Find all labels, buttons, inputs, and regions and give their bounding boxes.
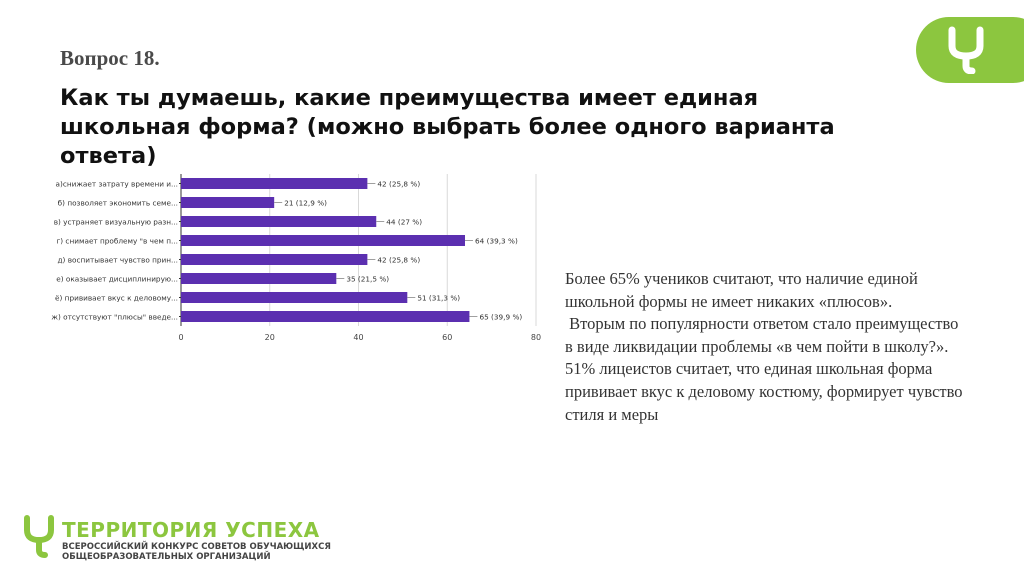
data-label: 64 (39,3 %) <box>475 237 518 246</box>
bar <box>181 235 465 246</box>
x-tick-label: 20 <box>265 333 275 342</box>
category-label: в) устраняет визуальную разн... <box>54 218 178 227</box>
summary-text: Более 65% учеников считают, что наличие … <box>565 268 965 426</box>
bar <box>181 178 368 189</box>
footer-subtitle-line-2: ОБЩЕОБРАЗОВАТЕЛЬНЫХ ОРГАНИЗАЦИЙ <box>62 552 271 562</box>
x-tick-label: 80 <box>531 333 541 342</box>
x-tick-label: 0 <box>178 333 183 342</box>
bar <box>181 216 377 227</box>
data-label: 51 (31,3 %) <box>417 294 460 303</box>
summary-paragraph-3: 51% лицеистов считает, что единая школьн… <box>565 359 967 424</box>
category-label: ё) прививает вкус к деловому... <box>55 294 178 303</box>
bar <box>181 273 337 284</box>
u-logo-icon <box>24 515 54 558</box>
question-title: Как ты думаешь, какие преимущества имеет… <box>60 85 835 169</box>
bar-chart: 0 20 40 60 80 а)снижает затрату времени и... 4… <box>51 174 541 342</box>
summary-paragraph-1: Более 65% учеников считают, что наличие … <box>565 269 922 311</box>
bar <box>181 254 368 265</box>
data-label: 42 (25,8 %) <box>377 180 420 189</box>
data-label: 35 (21,5 %) <box>346 275 389 284</box>
logo-badge <box>916 17 1024 83</box>
category-label: ж) отсутствуют "плюсы" введе... <box>51 313 178 322</box>
category-label: е) оказывает дисциплинирую... <box>56 275 178 284</box>
x-tick-label: 60 <box>442 333 452 342</box>
u-logo-icon <box>948 26 984 74</box>
data-label: 65 (39,9 %) <box>479 313 522 322</box>
category-label: д) воспитывает чувство прин... <box>58 256 179 265</box>
data-label: 42 (25,8 %) <box>377 256 420 265</box>
bar <box>181 197 275 208</box>
data-label: 21 (12,9 %) <box>284 199 327 208</box>
footer-brand: ТЕРРИТОРИЯ УСПЕХА <box>62 518 320 542</box>
category-label: г) снимает проблему "в чем п... <box>56 237 178 246</box>
bar <box>181 292 408 303</box>
category-label: а)снижает затрату времени и... <box>56 180 179 189</box>
category-label: б) позволяет экономить семе... <box>58 199 178 208</box>
x-tick-label: 40 <box>353 333 363 342</box>
data-label: 44 (27 %) <box>386 218 422 227</box>
footer-subtitle-line-1: ВСЕРОССИЙСКИЙ КОНКУРС СОВЕТОВ ОБУЧАЮЩИХС… <box>62 542 331 552</box>
summary-paragraph-2: Вторым по популярности ответом стало пре… <box>565 314 963 356</box>
footer-subtitle: ВСЕРОССИЙСКИЙ КОНКУРС СОВЕТОВ ОБУЧАЮЩИХС… <box>62 542 331 562</box>
question-number: Вопрос 18. <box>60 46 160 70</box>
bar <box>181 311 470 322</box>
